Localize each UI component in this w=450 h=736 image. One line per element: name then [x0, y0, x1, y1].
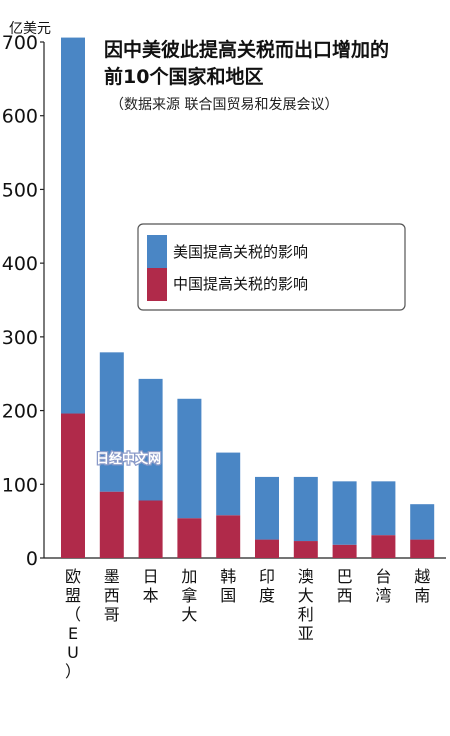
bar-segment-china-tariff	[293, 541, 318, 558]
category-label-char: 澳	[298, 567, 314, 586]
bar-segment-us-tariff	[332, 481, 357, 545]
category-label-char: 哥	[104, 605, 120, 624]
chart-subtitle: （数据来源 联合国贸易和发展会议）	[110, 97, 338, 113]
y-axis-ticks: 0 100 200 300 400 500 600 700	[2, 32, 44, 570]
y-tick-label: 300	[2, 327, 38, 349]
y-axis-unit-label: 亿美元	[9, 21, 51, 37]
bars	[61, 37, 435, 558]
bar-segment-us-tariff	[138, 378, 163, 501]
bar-segment-china-tariff	[138, 500, 163, 558]
watermark: 日经中文网	[96, 451, 161, 467]
category-label-char: 亚	[298, 624, 314, 643]
category-label-char: 欧	[65, 567, 81, 586]
category-label-char: 大	[181, 605, 197, 624]
category-label-char: 日	[143, 567, 159, 586]
category-label-char: 南	[414, 586, 430, 605]
category-label-char: （	[65, 605, 81, 624]
y-tick-label: 100	[2, 474, 38, 496]
y-tick-label: 200	[2, 401, 38, 423]
bar-segment-china-tariff	[99, 491, 124, 558]
bar-segment-china-tariff	[371, 535, 396, 558]
chart-title-line1: 因中美彼此提高关税而出口增加的	[104, 38, 389, 61]
category-label-char: 印	[259, 567, 275, 586]
y-tick-label: 0	[26, 548, 38, 570]
legend: 美国提高关税的影响 中国提高关税的影响	[137, 223, 406, 311]
category-label-char: ）	[65, 662, 81, 681]
category-label-char: 盟	[65, 586, 81, 605]
category-label-char: 度	[259, 586, 275, 605]
category-label-char: 利	[298, 605, 314, 624]
category-label-char: 韩	[220, 567, 236, 586]
category-label: 越南	[414, 567, 430, 605]
category-label-char: 西	[104, 586, 120, 605]
chart-title-line2: 前10个国家和地区	[104, 65, 263, 88]
category-label-char: 加	[181, 567, 197, 586]
category-label-char: 大	[298, 586, 314, 605]
bar-segment-us-tariff	[177, 398, 202, 519]
legend-swatch-us-tariff	[147, 235, 167, 268]
bar-segment-china-tariff	[177, 518, 202, 558]
category-label-char: 湾	[375, 586, 391, 605]
bar-segment-china-tariff	[255, 539, 279, 558]
legend-label-china-tariff: 中国提高关税的影响	[173, 275, 308, 293]
category-label-char: U	[67, 643, 79, 662]
category-label: 日本	[143, 567, 159, 605]
category-label: 韩国	[220, 567, 236, 605]
category-label: 巴西	[337, 567, 353, 605]
bar-segment-us-tariff	[371, 481, 396, 536]
category-label: 澳大利亚	[298, 567, 314, 643]
category-label: 印度	[259, 567, 275, 605]
category-label-char: 本	[143, 586, 159, 605]
category-label-char: 越	[414, 567, 430, 586]
y-tick-label: 700	[2, 32, 38, 54]
y-tick-label: 600	[2, 106, 38, 128]
legend-box	[137, 223, 406, 311]
bar-segment-us-tariff	[293, 476, 318, 542]
category-label-char: 台	[375, 567, 391, 586]
category-label-char: 国	[220, 586, 236, 605]
category-label-char: 拿	[181, 586, 197, 605]
bar-segment-china-tariff	[216, 515, 241, 558]
category-label: 加拿大	[181, 567, 197, 624]
y-tick-label: 400	[2, 253, 38, 275]
bar-segment-us-tariff	[61, 37, 85, 414]
category-label-char: E	[68, 624, 78, 643]
category-label: 墨西哥	[104, 567, 120, 624]
legend-label-us-tariff: 美国提高关税的影响	[173, 243, 308, 261]
category-label: 台湾	[375, 567, 391, 605]
bar-segment-us-tariff	[99, 352, 124, 492]
category-label-char: 墨	[104, 567, 120, 586]
category-label-char: 巴	[337, 567, 353, 586]
y-tick-label: 500	[2, 179, 38, 201]
legend-swatch-china-tariff	[147, 268, 167, 301]
bar-segment-us-tariff	[410, 504, 435, 540]
bar-segment-china-tariff	[332, 544, 357, 558]
bar-segment-china-tariff	[410, 539, 435, 558]
bar-segment-us-tariff	[216, 452, 241, 516]
category-label: 欧盟（ E U）	[65, 567, 81, 681]
category-label-char: 西	[337, 586, 353, 605]
bar-segment-china-tariff	[61, 413, 85, 558]
bar-segment-us-tariff	[255, 476, 279, 540]
